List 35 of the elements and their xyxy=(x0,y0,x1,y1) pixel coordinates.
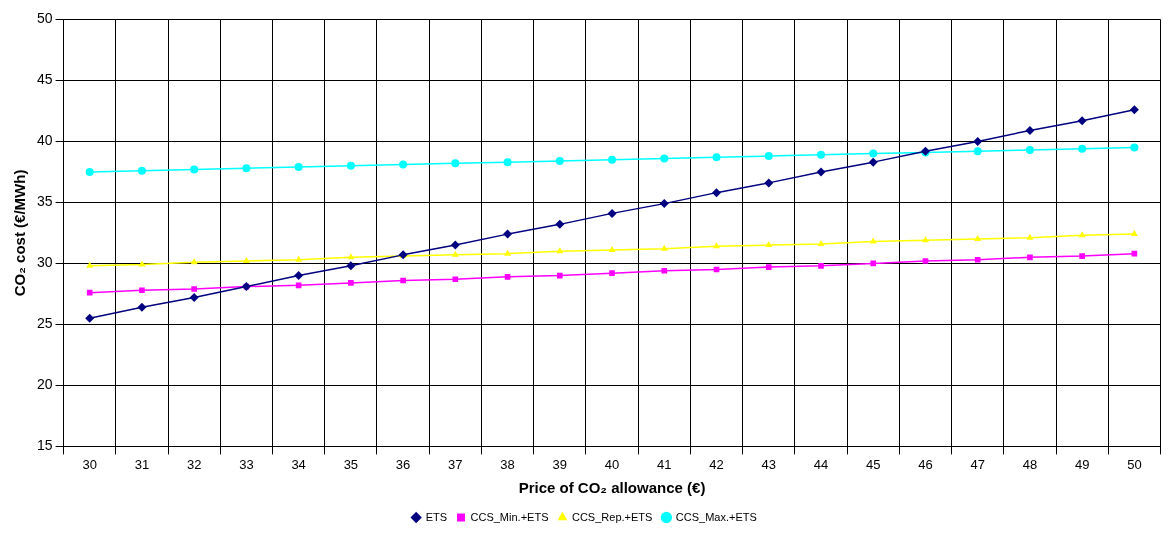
x-tick-label: 30 xyxy=(82,456,97,472)
x-tick-label: 42 xyxy=(709,456,724,472)
legend-label: CCS_Rep.+ETS xyxy=(571,510,653,523)
x-tick-label: 40 xyxy=(604,456,620,472)
x-tick-label: 37 xyxy=(448,456,463,472)
x-tick-label: 47 xyxy=(970,456,985,472)
x-axis-title: Price of CO₂ allowance (€) xyxy=(518,479,706,497)
x-tick-label: 38 xyxy=(500,456,515,472)
x-tick-label: 44 xyxy=(813,456,829,472)
x-tick-label: 33 xyxy=(239,456,254,472)
y-tick-label: 20 xyxy=(36,376,53,393)
x-tick-label: 34 xyxy=(291,456,306,472)
y-tick-label: 25 xyxy=(36,315,53,332)
x-tick-label: 31 xyxy=(134,456,150,472)
y-tick-label: 15 xyxy=(36,437,53,454)
x-tick-label: 46 xyxy=(918,456,933,472)
x-tick-label: 43 xyxy=(761,456,776,472)
legend-label: CCS_Min.+ETS xyxy=(470,510,549,523)
x-tick-label: 35 xyxy=(343,456,359,472)
x-tick-label: 49 xyxy=(1074,456,1090,472)
y-tick-label: 45 xyxy=(36,71,53,88)
y-tick-label: 30 xyxy=(36,254,53,271)
x-tick-label: 41 xyxy=(657,456,672,472)
legend-label: CCS_Max.+ETS xyxy=(675,510,757,523)
y-tick-label: 50 xyxy=(36,10,53,27)
x-tick-label: 39 xyxy=(552,456,568,472)
y-axis-title: CO₂ cost (€/MWh) xyxy=(11,169,29,297)
x-tick-label: 45 xyxy=(865,456,881,472)
y-tick-label: 35 xyxy=(36,193,53,210)
x-tick-label: 32 xyxy=(186,456,202,472)
x-tick-label: 48 xyxy=(1022,456,1038,472)
legend-label: ETS xyxy=(425,510,448,523)
y-tick-label: 40 xyxy=(36,132,53,149)
x-tick-label: 50 xyxy=(1127,456,1142,472)
x-tick-label: 36 xyxy=(395,456,411,472)
